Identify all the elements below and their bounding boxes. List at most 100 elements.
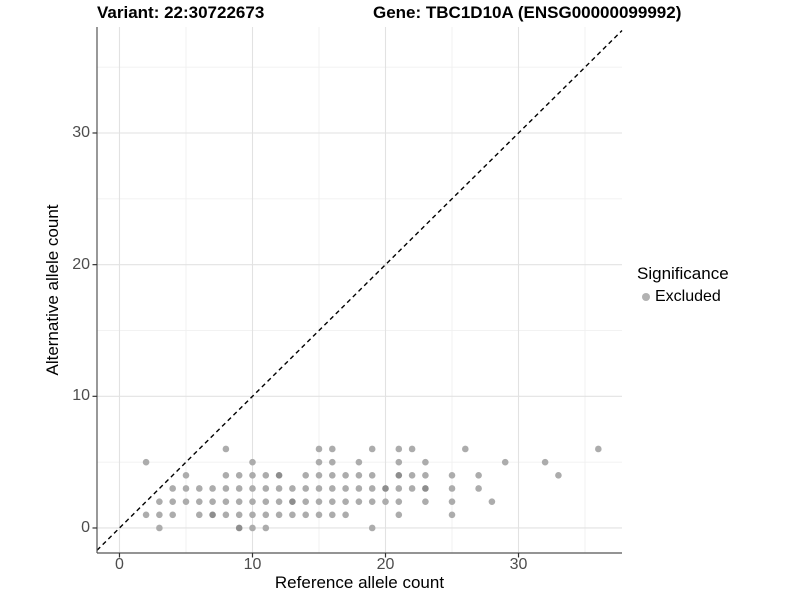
data-point bbox=[222, 472, 230, 479]
data-point bbox=[315, 458, 323, 466]
data-point bbox=[395, 498, 403, 505]
data-point bbox=[222, 511, 230, 519]
legend-point-icon bbox=[642, 293, 650, 301]
data-point bbox=[169, 498, 176, 505]
data-point bbox=[315, 472, 323, 479]
x-axis-title: Reference allele count bbox=[274, 573, 445, 592]
data-point bbox=[235, 472, 243, 479]
data-point bbox=[262, 485, 270, 492]
data-point bbox=[249, 524, 256, 532]
data-point bbox=[289, 511, 296, 519]
data-point bbox=[235, 511, 243, 519]
data-point bbox=[368, 445, 376, 453]
data-point bbox=[475, 472, 482, 479]
data-point bbox=[222, 485, 230, 492]
data-point bbox=[448, 485, 456, 492]
data-point bbox=[156, 524, 163, 532]
data-point bbox=[195, 511, 203, 519]
x-tick-label: 30 bbox=[509, 556, 528, 573]
data-point bbox=[275, 511, 283, 519]
data-point bbox=[262, 498, 270, 505]
data-point bbox=[262, 524, 270, 532]
data-point bbox=[342, 472, 349, 479]
data-point bbox=[328, 511, 336, 519]
data-point bbox=[368, 485, 376, 492]
data-point bbox=[422, 472, 429, 479]
data-point bbox=[249, 472, 256, 479]
data-point bbox=[262, 511, 270, 519]
data-point bbox=[541, 458, 549, 466]
data-point bbox=[195, 485, 203, 492]
data-point bbox=[342, 485, 349, 492]
data-point bbox=[235, 498, 243, 505]
y-tick-label: 0 bbox=[81, 518, 90, 536]
data-point bbox=[262, 472, 270, 479]
data-point bbox=[408, 445, 416, 453]
data-point bbox=[222, 445, 230, 453]
data-point bbox=[222, 498, 230, 505]
data-point bbox=[328, 485, 336, 492]
y-axis-title: Alternative allele count bbox=[43, 204, 62, 376]
data-point bbox=[501, 458, 509, 466]
data-point bbox=[275, 498, 283, 505]
data-point bbox=[315, 498, 323, 505]
data-point bbox=[209, 498, 216, 505]
data-point bbox=[315, 485, 323, 492]
data-point bbox=[355, 472, 363, 479]
y-tick-label: 10 bbox=[72, 387, 90, 405]
data-point bbox=[195, 498, 203, 505]
x-tick-label: 20 bbox=[376, 556, 395, 573]
data-point bbox=[368, 472, 376, 479]
data-point bbox=[448, 472, 456, 479]
data-point bbox=[249, 511, 256, 519]
legend-item-label: Excluded bbox=[655, 288, 721, 305]
data-point bbox=[302, 511, 309, 519]
legend-item-excluded: Excluded bbox=[637, 288, 729, 306]
data-point bbox=[302, 498, 309, 505]
data-point bbox=[182, 485, 190, 492]
data-point bbox=[475, 485, 482, 492]
data-point bbox=[182, 472, 190, 479]
data-point bbox=[595, 445, 602, 453]
data-point bbox=[342, 511, 349, 519]
data-point bbox=[462, 445, 469, 453]
identity-reference-line bbox=[96, 30, 623, 551]
plot-title-gene: Gene: TBC1D10A (ENSG00000099992) bbox=[373, 3, 682, 22]
legend: Significance Excluded bbox=[637, 264, 729, 306]
legend-title: Significance bbox=[637, 264, 729, 283]
data-point bbox=[408, 485, 416, 492]
data-point bbox=[142, 458, 150, 466]
data-point bbox=[235, 524, 243, 532]
data-point bbox=[422, 458, 429, 466]
data-point bbox=[289, 498, 296, 505]
data-point bbox=[395, 472, 403, 479]
data-point bbox=[328, 498, 336, 505]
data-point bbox=[169, 511, 176, 519]
data-point bbox=[315, 445, 323, 453]
data-point bbox=[156, 498, 163, 505]
data-point bbox=[302, 472, 309, 479]
data-point bbox=[408, 472, 416, 479]
data-point bbox=[395, 485, 403, 492]
data-point bbox=[328, 458, 336, 466]
data-point bbox=[249, 498, 256, 505]
data-point bbox=[209, 485, 216, 492]
data-point bbox=[249, 485, 256, 492]
data-point bbox=[448, 498, 456, 505]
data-point bbox=[355, 485, 363, 492]
data-point bbox=[555, 472, 562, 479]
plot-title-variant: Variant: 22:30722673 bbox=[97, 3, 265, 22]
y-tick-label: 30 bbox=[72, 123, 90, 141]
data-point bbox=[355, 458, 363, 466]
data-point bbox=[315, 511, 323, 519]
data-point bbox=[488, 498, 496, 505]
data-point bbox=[382, 498, 389, 505]
data-point bbox=[142, 511, 150, 519]
x-tick-label: 0 bbox=[115, 556, 124, 573]
data-point bbox=[368, 524, 376, 532]
data-point bbox=[275, 472, 283, 479]
data-point bbox=[342, 498, 349, 505]
data-point bbox=[368, 498, 376, 505]
